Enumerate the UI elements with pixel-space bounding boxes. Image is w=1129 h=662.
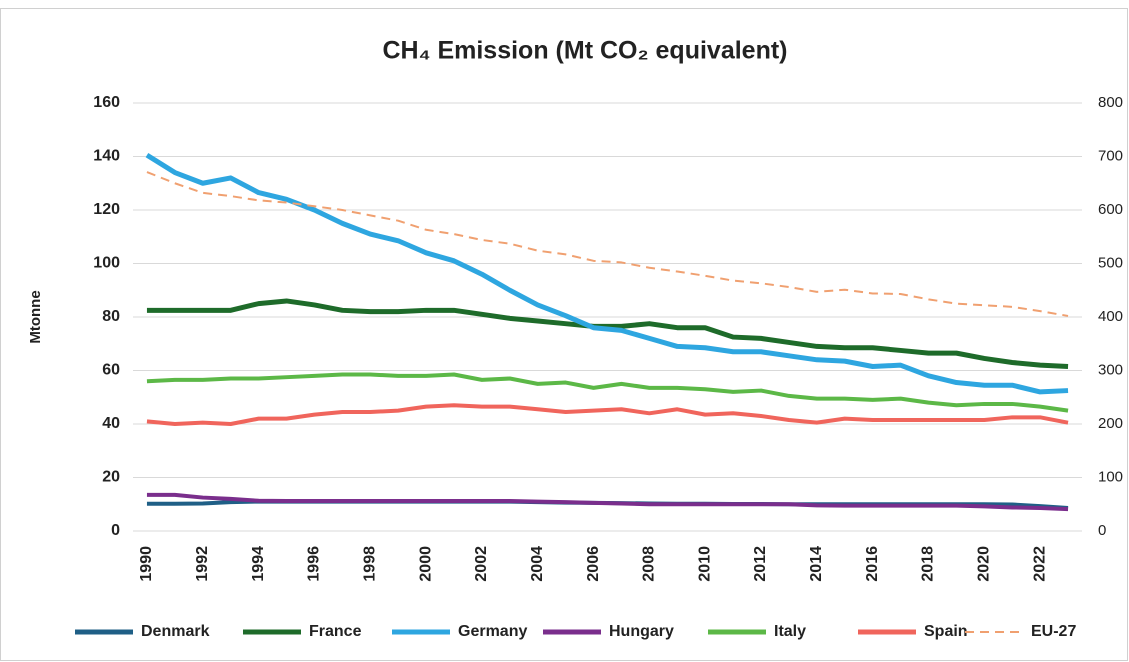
x-tick-label: 1994 <box>250 546 267 582</box>
series-line <box>146 492 1069 512</box>
y2-tick-label: 700 <box>1098 147 1123 164</box>
x-tick-label: 2012 <box>752 546 769 582</box>
x-tick-label: 2008 <box>641 546 658 582</box>
y2-tick-label: 800 <box>1098 94 1123 111</box>
y2-tick-label: 300 <box>1098 361 1123 378</box>
legend-label: France <box>309 623 362 640</box>
x-tick-label: 2006 <box>585 546 602 582</box>
legend-label: Germany <box>458 623 527 640</box>
x-tick-label: 2018 <box>920 546 937 582</box>
series-line <box>146 403 1069 426</box>
y-axis-label: Mtonne <box>27 290 44 343</box>
legend-label: EU-27 <box>1031 623 1076 640</box>
x-tick-label: 1992 <box>194 546 211 582</box>
series-line <box>146 171 1069 317</box>
x-tick-label: 2020 <box>976 546 993 582</box>
x-tick-label: 2016 <box>864 546 881 582</box>
x-tick-label: 1990 <box>138 546 155 582</box>
y-tick-label: 140 <box>93 148 120 165</box>
x-tick-label: 2014 <box>808 546 825 582</box>
legend-label: Hungary <box>609 623 674 640</box>
y-tick-label: 80 <box>102 308 120 325</box>
y-tick-label: 120 <box>93 201 120 218</box>
y2-tick-label: 100 <box>1098 468 1123 485</box>
series-line <box>146 298 1069 369</box>
y-tick-label: 0 <box>111 522 120 539</box>
y2-tick-label: 600 <box>1098 201 1123 218</box>
y2-tick-label: 200 <box>1098 415 1123 432</box>
legend-label: Italy <box>774 623 806 640</box>
legend-label: Denmark <box>141 623 210 640</box>
x-tick-label: 2022 <box>1031 546 1048 582</box>
x-tick-label: 2004 <box>529 546 546 582</box>
legend-label: Spain <box>924 623 968 640</box>
y2-tick-label: 0 <box>1098 522 1106 539</box>
x-tick-label: 1996 <box>306 546 323 582</box>
y2-tick-label: 500 <box>1098 254 1123 271</box>
series-line <box>146 372 1069 413</box>
x-tick-label: 2002 <box>473 546 490 582</box>
x-tick-label: 2000 <box>417 546 434 582</box>
y-tick-label: 160 <box>93 94 120 111</box>
x-tick-label: 2010 <box>696 546 713 582</box>
y-tick-label: 20 <box>102 469 120 486</box>
y2-tick-label: 400 <box>1098 308 1123 325</box>
y-tick-label: 40 <box>102 415 120 432</box>
x-tick-label: 1998 <box>361 546 378 582</box>
chart-title: CH₄ Emission (Mt CO₂ equivalent) <box>382 37 787 65</box>
chart-frame <box>0 8 1128 661</box>
y-tick-label: 60 <box>102 362 120 379</box>
y-tick-label: 100 <box>93 255 120 272</box>
